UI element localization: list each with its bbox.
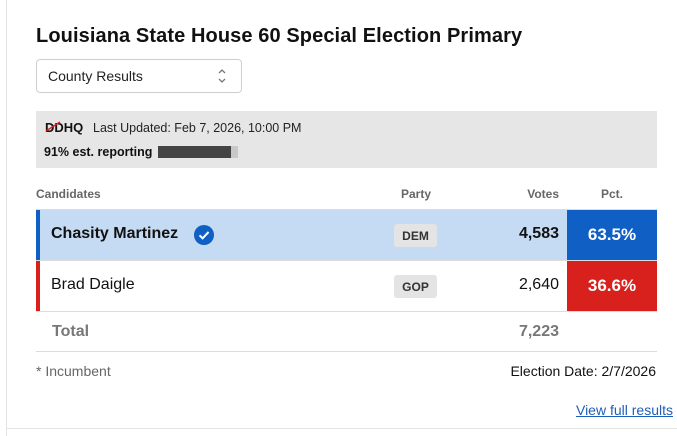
total-votes: 7,223 bbox=[518, 323, 559, 340]
header-candidates: Candidates bbox=[36, 187, 101, 201]
ddhq-logo: DDHQ bbox=[45, 120, 83, 135]
dropdown-value: County Results bbox=[48, 68, 143, 84]
reporting-status-panel: DDHQ Last Updated: Feb 7, 2026, 10:00 PM… bbox=[36, 111, 657, 168]
table-divider bbox=[36, 209, 657, 210]
header-votes: Votes bbox=[527, 187, 559, 201]
table-divider bbox=[36, 351, 657, 352]
reporting-progress-fill bbox=[158, 146, 231, 158]
last-updated-text: Last Updated: Feb 7, 2026, 10:00 PM bbox=[93, 121, 302, 135]
view-full-results-link[interactable]: View full results bbox=[575, 402, 673, 418]
header-party: Party bbox=[400, 187, 432, 201]
candidate-name: Brad Daigle bbox=[51, 276, 135, 293]
svg-text:DDHQ: DDHQ bbox=[45, 120, 83, 135]
total-label: Total bbox=[52, 323, 90, 340]
card-border-bottom bbox=[6, 428, 677, 429]
incumbent-note: * Incumbent bbox=[36, 363, 111, 379]
candidate-row: Brad Daigle GOP 2,640 36.6% bbox=[36, 261, 657, 311]
results-level-dropdown[interactable]: County Results bbox=[36, 59, 242, 93]
card-border bbox=[6, 0, 7, 436]
reporting-progress-bar bbox=[158, 146, 238, 158]
party-badge: DEM bbox=[394, 224, 437, 247]
party-badge: GOP bbox=[394, 275, 437, 298]
candidate-pct: 36.6% bbox=[567, 261, 657, 311]
election-date: Election Date: 2/7/2026 bbox=[510, 363, 656, 379]
winner-check-icon bbox=[194, 225, 214, 245]
candidate-pct: 63.5% bbox=[567, 210, 657, 260]
candidate-votes: 4,583 bbox=[518, 225, 559, 242]
page-title: Louisiana State House 60 Special Electio… bbox=[36, 25, 523, 47]
table-divider bbox=[36, 311, 657, 312]
header-pct: Pct. bbox=[600, 187, 623, 201]
reporting-percent-text: 91% est. reporting bbox=[44, 145, 153, 159]
candidate-row: Chasity Martinez DEM 4,583 63.5% bbox=[36, 210, 657, 260]
candidate-votes: 2,640 bbox=[518, 276, 559, 293]
party-accent-bar bbox=[36, 210, 40, 260]
chevron-up-down-icon bbox=[218, 69, 226, 83]
candidate-name: Chasity Martinez bbox=[51, 225, 179, 242]
table-divider bbox=[36, 260, 657, 261]
party-accent-bar bbox=[36, 261, 40, 311]
